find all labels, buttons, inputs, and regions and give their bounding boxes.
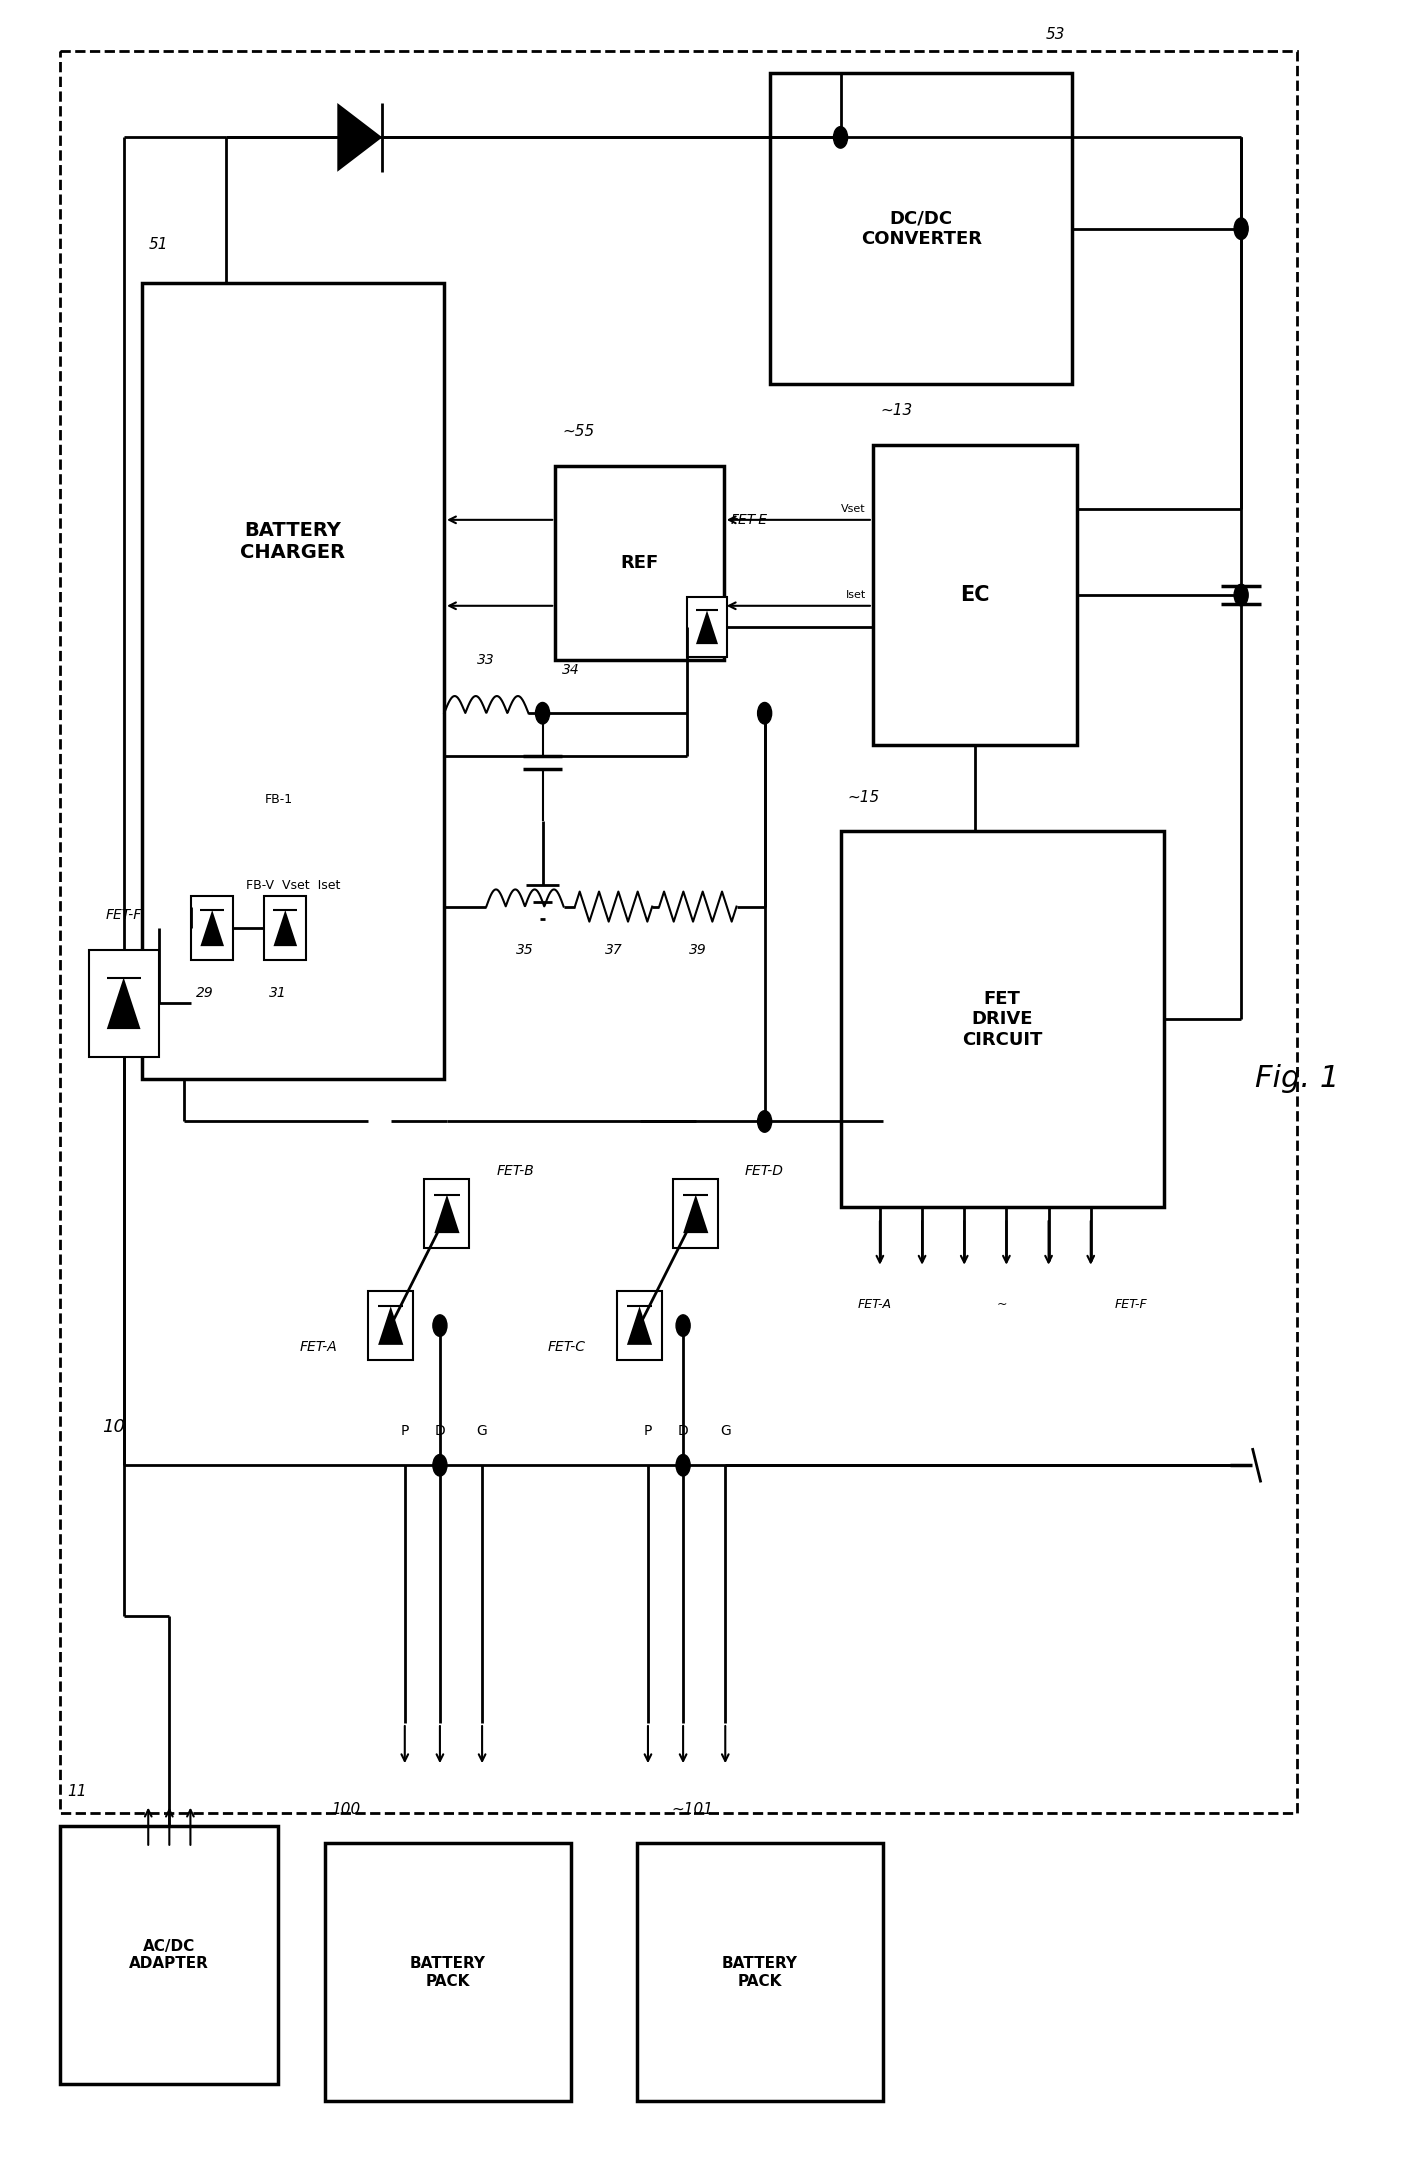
Text: FET-A: FET-A [300, 1339, 338, 1355]
Text: FET-D: FET-D [745, 1165, 783, 1178]
Circle shape [833, 127, 847, 149]
Bar [687, 597, 727, 658]
Text: FET
DRIVE
CIRCUIT: FET DRIVE CIRCUIT [962, 990, 1042, 1048]
Bar [556, 466, 724, 660]
Text: D: D [677, 1424, 689, 1439]
Bar [61, 1827, 279, 2084]
Text: 33: 33 [478, 654, 495, 667]
Text: 35: 35 [516, 943, 534, 956]
Text: D: D [434, 1424, 445, 1439]
Text: P: P [643, 1424, 652, 1439]
Text: 51: 51 [148, 237, 168, 252]
Text: 34: 34 [561, 662, 580, 677]
Text: ~13: ~13 [880, 403, 912, 418]
Text: 29: 29 [197, 986, 214, 999]
Bar [141, 283, 444, 1078]
Bar [424, 1180, 469, 1249]
Bar [191, 895, 233, 960]
Text: 53: 53 [1046, 26, 1065, 41]
Bar [617, 1292, 662, 1359]
Bar [771, 73, 1072, 384]
Polygon shape [434, 1195, 460, 1234]
Text: Vset: Vset [841, 505, 865, 513]
Text: BATTERY
CHARGER: BATTERY CHARGER [240, 520, 345, 561]
Bar [368, 1292, 413, 1359]
Text: Fig. 1: Fig. 1 [1256, 1063, 1339, 1094]
Bar [264, 895, 307, 960]
Text: 39: 39 [689, 943, 707, 956]
Circle shape [1234, 218, 1249, 239]
Text: AC/DC
ADAPTER: AC/DC ADAPTER [130, 1939, 209, 1971]
Text: FET-F: FET-F [106, 908, 141, 923]
Text: FET-B: FET-B [496, 1165, 534, 1178]
Text: ~15: ~15 [847, 789, 880, 805]
Text: FB-1: FB-1 [264, 792, 293, 807]
Text: FET-F: FET-F [1114, 1299, 1147, 1311]
Text: 11: 11 [68, 1784, 86, 1799]
Polygon shape [273, 910, 297, 947]
Bar [61, 52, 1298, 1814]
Bar [89, 949, 158, 1057]
Bar [673, 1180, 718, 1249]
Text: FET-C: FET-C [549, 1339, 587, 1355]
Text: ~: ~ [997, 1299, 1007, 1311]
Circle shape [433, 1316, 447, 1337]
Circle shape [536, 703, 550, 725]
Text: REF: REF [621, 554, 659, 572]
Bar [636, 1844, 882, 2101]
Polygon shape [683, 1195, 708, 1234]
Text: G: G [720, 1424, 731, 1439]
Text: DC/DC
CONVERTER: DC/DC CONVERTER [861, 209, 981, 248]
Text: FB-V  Vset  Iset: FB-V Vset Iset [246, 878, 341, 891]
Polygon shape [626, 1307, 652, 1344]
Text: 100: 100 [332, 1801, 361, 1816]
Text: ~55: ~55 [563, 425, 594, 440]
Text: ~101: ~101 [672, 1801, 714, 1816]
Text: FET-A: FET-A [857, 1299, 891, 1311]
Text: BATTERY
PACK: BATTERY PACK [721, 1956, 797, 1989]
Bar [872, 444, 1076, 746]
Polygon shape [338, 104, 382, 173]
Text: P: P [400, 1424, 409, 1439]
Text: G: G [477, 1424, 488, 1439]
Polygon shape [696, 610, 718, 645]
Polygon shape [107, 977, 140, 1029]
Text: FET-E: FET-E [731, 513, 768, 526]
Circle shape [758, 703, 772, 725]
Text: 10: 10 [102, 1417, 126, 1437]
Polygon shape [378, 1307, 403, 1344]
Circle shape [433, 1454, 447, 1475]
Bar [840, 830, 1164, 1208]
Circle shape [676, 1454, 690, 1475]
Bar [325, 1844, 571, 2101]
Text: 37: 37 [605, 943, 622, 956]
Circle shape [758, 1111, 772, 1132]
Text: Iset: Iset [846, 591, 865, 600]
Text: 31: 31 [270, 986, 287, 999]
Circle shape [676, 1316, 690, 1337]
Text: BATTERY
PACK: BATTERY PACK [410, 1956, 485, 1989]
Circle shape [1234, 585, 1249, 606]
Text: EC: EC [960, 585, 990, 606]
Polygon shape [201, 910, 223, 947]
